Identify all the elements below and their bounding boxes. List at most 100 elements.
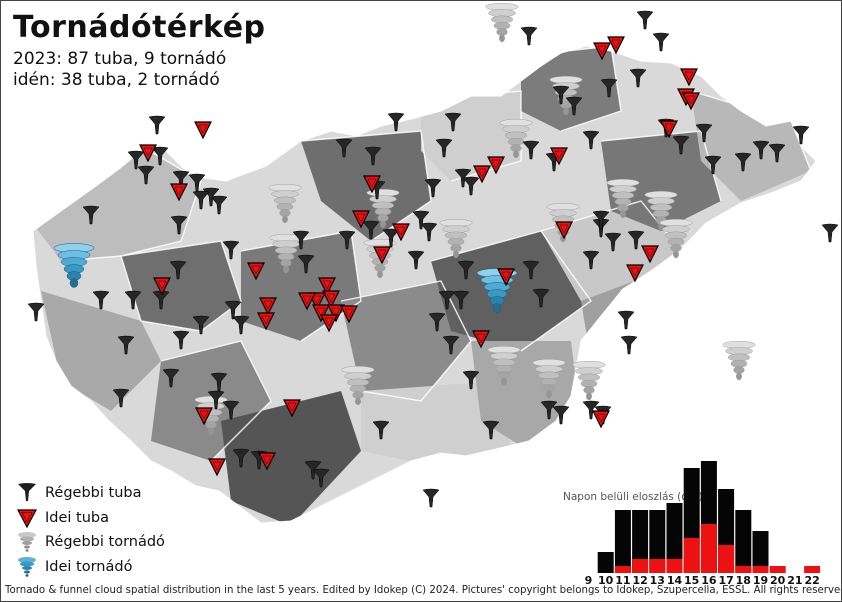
old-tornado-marker [269,233,303,274]
old-funnel-marker [170,215,188,235]
tick-label-12: 12 [632,574,647,587]
this-year-funnel-marker [392,223,410,242]
tick-label-16: 16 [701,574,717,587]
bar-this-year-17 [718,545,735,573]
this-year-funnel-marker [257,312,275,331]
old-funnel-marker [222,240,240,260]
bar-this-year-16 [700,524,717,573]
old-funnel-marker [127,150,145,170]
this-year-funnel-marker [680,68,698,87]
old-funnel-marker [442,335,460,355]
old-funnel-marker [232,448,250,468]
old-funnel-marker [438,290,456,310]
old-funnel-marker [672,135,690,155]
old-funnel-marker [137,165,155,185]
old-funnel-marker [532,288,550,308]
this-year-funnel-marker [327,304,345,323]
this-year-funnel-marker [139,144,157,163]
this-year-funnel-marker [170,183,188,202]
old-funnel-marker [207,390,225,410]
old-funnel-marker [704,155,722,175]
county-szolnok [541,201,681,301]
this-year-funnel-marker [283,399,301,418]
tick-label-11: 11 [615,574,630,587]
tick-label-20: 20 [770,574,786,587]
this-year-funnel-marker [487,156,505,175]
this-year-funnel-marker [259,297,277,316]
county-baranya [221,391,361,523]
old-tornado-marker [366,188,400,229]
this-year-funnel-marker [208,458,226,477]
bar-this-year-13 [649,559,666,573]
this-year-funnel-marker [298,292,316,311]
this-year-funnel-marker [497,268,515,287]
this-year-funnel-marker [593,42,611,61]
old-funnel-marker [617,310,635,330]
this-year-funnel-marker [550,147,568,166]
this-year-funnel-marker [660,120,678,139]
this-year-funnel-marker [472,330,490,349]
blue-tornado-icon [18,556,36,577]
this-year-funnel-marker [322,290,340,309]
old-funnel-marker [224,300,242,320]
old-funnel-marker [424,178,442,198]
old-tornado-marker [722,340,756,381]
old-funnel-marker [522,260,540,280]
this-year-funnel-marker [363,175,381,194]
old-funnel-marker [312,468,330,488]
old-funnel-marker [407,250,425,270]
old-tornado-marker [485,2,519,43]
old-funnel-marker [124,290,142,310]
this-year-funnel-marker [626,264,644,283]
old-tornado-marker [268,183,302,224]
old-funnel-marker [482,420,500,440]
old-funnel-marker [112,388,130,408]
old-funnel-marker [582,130,600,150]
bar-total-13 [649,510,666,573]
this-year-funnel-marker [247,262,265,281]
this-year-funnel-marker [352,210,370,229]
old-funnel-marker [552,405,570,425]
old-funnel-marker [444,112,462,132]
county-zala [41,291,161,411]
old-funnel-marker [652,32,670,52]
stats-2023: 2023: 87 tuba, 9 tornádó [13,49,227,69]
tick-label-21: 21 [787,574,802,587]
old-funnel-marker [428,312,446,332]
old-funnel-marker [82,205,100,225]
bar-this-year-12 [632,559,649,573]
old-funnel-marker [169,260,187,280]
bar-this-year-20 [769,566,786,573]
this-year-funnel-marker [153,277,171,296]
this-year-tornado-marker [53,243,95,288]
old-funnel-marker [565,96,583,116]
tick-label-13: 13 [650,574,665,587]
this-year-funnel-marker [312,304,330,323]
old-funnel-marker [192,190,210,210]
tick-label-18: 18 [736,574,751,587]
legend-label-this-year-funnel: Idei tuba [45,509,110,526]
old-tornado-marker [659,218,693,259]
tick-label-14: 14 [667,574,683,587]
this-year-funnel-marker [592,410,610,429]
bar-total-19 [752,531,769,573]
old-funnel-marker [522,140,540,160]
old-funnel-marker [222,400,240,420]
old-funnel-marker [92,290,110,310]
old-funnel-marker [412,210,430,230]
old-funnel-marker [338,230,356,250]
old-funnel-marker [148,115,166,135]
grey-tornado-icon [18,532,36,552]
this-year-funnel-marker [473,165,491,184]
old-funnel-marker [192,315,210,335]
this-year-funnel-marker [195,407,213,426]
old-funnel-marker [420,222,438,242]
old-funnel-marker [540,400,558,420]
legend-item-this-year-tornado: Idei tornádó [15,555,165,580]
legend-label-old-funnel: Régebbi tuba [45,485,142,502]
footer-credits: Tornado & funnel cloud spatial distribut… [5,585,842,596]
old-funnel-marker [362,220,380,240]
bar-total-14 [666,503,683,573]
